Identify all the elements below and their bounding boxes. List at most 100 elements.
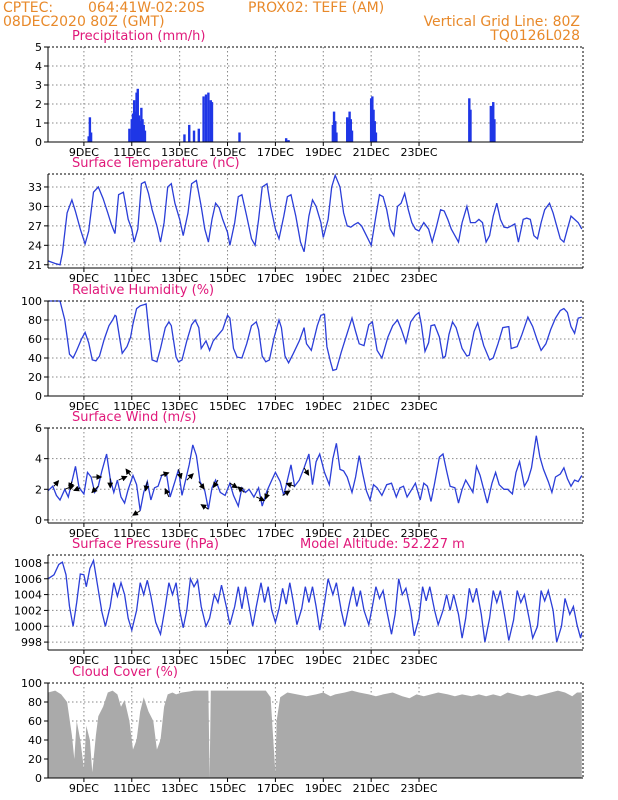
cloud-ytick-label: 0 <box>35 772 42 785</box>
precip-bar <box>143 130 147 142</box>
wind-xtick-label: 17DEC <box>257 527 294 540</box>
wind-vector <box>237 486 245 493</box>
wind-xtick-label: 23DEC <box>400 527 437 540</box>
precip-xtick-label: 17DEC <box>257 146 294 159</box>
rh-ytick-label: 80 <box>28 314 42 327</box>
precip-bar <box>335 132 338 142</box>
precip-bar <box>202 96 205 142</box>
temp-ytick-label: 33 <box>28 181 42 194</box>
wind-vector <box>176 469 183 480</box>
precip-xtick-label: 21DEC <box>353 146 390 159</box>
temp-xtick-label: 17DEC <box>257 272 294 285</box>
wind-xtick-label: 15DEC <box>209 527 246 540</box>
rh-ytick-label: 0 <box>35 390 42 403</box>
wind-vector <box>229 482 238 489</box>
temp-ytick-label: 24 <box>28 239 42 252</box>
precip-bar <box>373 121 376 142</box>
cloud-xtick-label: 17DEC <box>257 782 294 795</box>
rh-ytick-label: 60 <box>28 333 42 346</box>
rh-xtick-label: 11DEC <box>113 400 150 413</box>
wind-vector <box>52 480 60 487</box>
wind-vector <box>256 495 266 502</box>
header-station: PROX02: TEFE (AM) <box>248 0 384 16</box>
precip-ytick-label: 2 <box>35 98 42 111</box>
cloud-ytick-label: 100 <box>21 677 42 690</box>
cloud-xtick-label: 13DEC <box>161 782 198 795</box>
temp-line <box>47 173 583 266</box>
pressure-xtick-label: 9DEC <box>69 654 99 667</box>
cloud-panel: Cloud Cover (%) 0 20 40 60 80 100 9DEC 11DEC 13DE… <box>21 665 584 795</box>
wind-vector <box>68 481 74 489</box>
precip-xtick-label: 23DEC <box>400 146 437 159</box>
wind-vector <box>285 482 295 488</box>
rh-xtick-label: 23DEC <box>400 400 437 413</box>
wind-vector <box>186 473 194 481</box>
wind-xtick-label: 21DEC <box>353 527 390 540</box>
temp-panel: Surface Temperature (nC) 21 24 27 30 33 9DEC 11… <box>28 156 584 285</box>
rh-line <box>48 300 582 372</box>
temp-ytick-label: 27 <box>28 220 42 233</box>
header-grid-note: Vertical Grid Line: 80Z <box>424 14 580 30</box>
rh-panel: Relative Humidity (%) 0 20 40 60 80 100 9DEC 11D… <box>21 283 584 413</box>
wind-ytick-label: 2 <box>35 483 42 496</box>
pressure-panel: Surface Pressure (hPa) Model Altitude: 52… <box>14 537 584 667</box>
precip-bar <box>197 128 201 142</box>
header-code: TQ0126L028 <box>489 28 580 44</box>
temp-ytick-label: 30 <box>28 200 42 213</box>
precip-bar <box>207 92 210 142</box>
rh-title: Relative Humidity (%) <box>72 283 214 298</box>
wind-vector <box>118 475 128 482</box>
rh-ytick-label: 40 <box>28 352 42 365</box>
wind-vector <box>160 471 170 478</box>
wind-vector <box>73 485 81 492</box>
header-coords: 064:41W-02:20S <box>88 0 205 16</box>
pressure-line <box>47 558 583 643</box>
rh-ytick-label: 20 <box>28 371 42 384</box>
precip-bar <box>188 124 191 142</box>
wind-vector <box>212 479 219 489</box>
precip-ytick-label: 5 <box>35 41 42 54</box>
header-run: 08DEC2020 80Z (GMT) <box>3 14 165 30</box>
cloud-ytick-label: 80 <box>28 696 42 709</box>
pressure-xtick-label: 19DEC <box>305 654 342 667</box>
pressure-xtick-label: 21DEC <box>353 654 390 667</box>
rh-xtick-label: 9DEC <box>69 400 99 413</box>
wind-line <box>47 435 583 511</box>
wind-title: Surface Wind (m/s) <box>72 410 196 425</box>
pressure-xtick-label: 23DEC <box>400 654 437 667</box>
pressure-xtick-label: 13DEC <box>161 654 198 667</box>
temp-xtick-label: 11DEC <box>113 272 150 285</box>
temp-xtick-label: 23DEC <box>400 272 437 285</box>
precip-bar <box>192 130 196 142</box>
pressure-annotation: Model Altitude: 52.227 m <box>300 537 465 552</box>
rh-xtick-label: 15DEC <box>209 400 246 413</box>
precip-bar <box>350 130 354 142</box>
temp-xtick-label: 15DEC <box>209 272 246 285</box>
pressure-ytick-label: 1004 <box>14 589 42 602</box>
precip-title: Precipitation (mm/h) <box>72 29 205 44</box>
precip-xtick-label: 15DEC <box>209 146 246 159</box>
precip-ytick-label: 4 <box>35 60 42 73</box>
precip-ytick-label: 0 <box>35 136 42 149</box>
precip-bar <box>334 121 337 142</box>
wind-vector <box>143 481 150 492</box>
temp-xtick-label: 19DEC <box>305 272 342 285</box>
rh-xtick-label: 13DEC <box>161 400 198 413</box>
cloud-ytick-label: 20 <box>28 753 42 766</box>
precip-bar <box>183 134 186 142</box>
pressure-xtick-label: 17DEC <box>257 654 294 667</box>
pressure-title: Surface Pressure (hPa) <box>72 537 219 552</box>
precip-ytick-label: 3 <box>35 79 42 92</box>
precip-bar <box>287 140 290 142</box>
rh-xtick-label: 21DEC <box>353 400 390 413</box>
cloud-xtick-label: 21DEC <box>353 782 390 795</box>
wind-ytick-label: 6 <box>35 422 42 435</box>
wind-vector <box>198 481 205 490</box>
rh-ytick-label: 100 <box>21 295 42 308</box>
pressure-xtick-label: 11DEC <box>113 654 150 667</box>
cloud-ytick-label: 40 <box>28 734 42 747</box>
wind-vector <box>282 490 291 497</box>
pressure-xtick-label: 15DEC <box>209 654 246 667</box>
wind-xtick-label: 11DEC <box>113 527 150 540</box>
